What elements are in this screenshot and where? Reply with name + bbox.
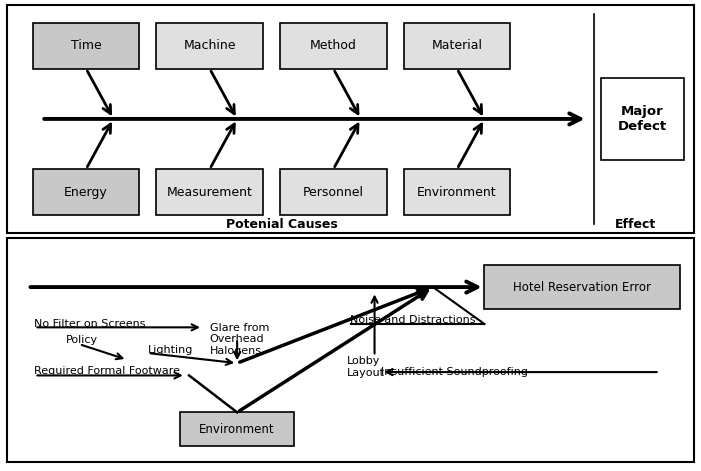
FancyBboxPatch shape xyxy=(280,169,386,215)
Text: Environment: Environment xyxy=(417,186,497,199)
Text: Potenial Causes: Potenial Causes xyxy=(226,218,338,230)
Text: No Filter on Screens: No Filter on Screens xyxy=(34,319,146,329)
Text: Material: Material xyxy=(432,39,482,52)
Text: Major
Defect: Major Defect xyxy=(618,105,667,133)
Text: Noise and Distractions: Noise and Distractions xyxy=(350,315,476,325)
Text: Lighting: Lighting xyxy=(148,345,193,355)
FancyBboxPatch shape xyxy=(404,23,510,69)
Text: Machine: Machine xyxy=(184,39,236,52)
Text: Environment: Environment xyxy=(199,422,275,436)
Text: Insufficient Soundproofing: Insufficient Soundproofing xyxy=(381,367,529,377)
FancyBboxPatch shape xyxy=(180,413,294,446)
FancyBboxPatch shape xyxy=(404,169,510,215)
FancyBboxPatch shape xyxy=(484,265,680,309)
FancyBboxPatch shape xyxy=(33,169,139,215)
FancyBboxPatch shape xyxy=(601,78,683,160)
FancyBboxPatch shape xyxy=(280,23,386,69)
Text: Time: Time xyxy=(71,39,102,52)
Text: Hotel Reservation Error: Hotel Reservation Error xyxy=(513,281,651,293)
Text: Energy: Energy xyxy=(64,186,108,199)
FancyBboxPatch shape xyxy=(156,169,263,215)
Text: Glare from
Overhead
Halogens: Glare from Overhead Halogens xyxy=(210,323,269,356)
Text: Effect: Effect xyxy=(615,218,656,230)
Text: Personnel: Personnel xyxy=(303,186,364,199)
Text: Policy: Policy xyxy=(65,335,97,345)
Text: Required Formal Footware: Required Formal Footware xyxy=(34,366,180,376)
FancyBboxPatch shape xyxy=(156,23,263,69)
FancyBboxPatch shape xyxy=(7,5,694,233)
FancyBboxPatch shape xyxy=(7,238,694,462)
FancyBboxPatch shape xyxy=(33,23,139,69)
Text: Measurement: Measurement xyxy=(167,186,252,199)
Text: Method: Method xyxy=(310,39,357,52)
Text: Lobby
Layout: Lobby Layout xyxy=(347,357,385,378)
